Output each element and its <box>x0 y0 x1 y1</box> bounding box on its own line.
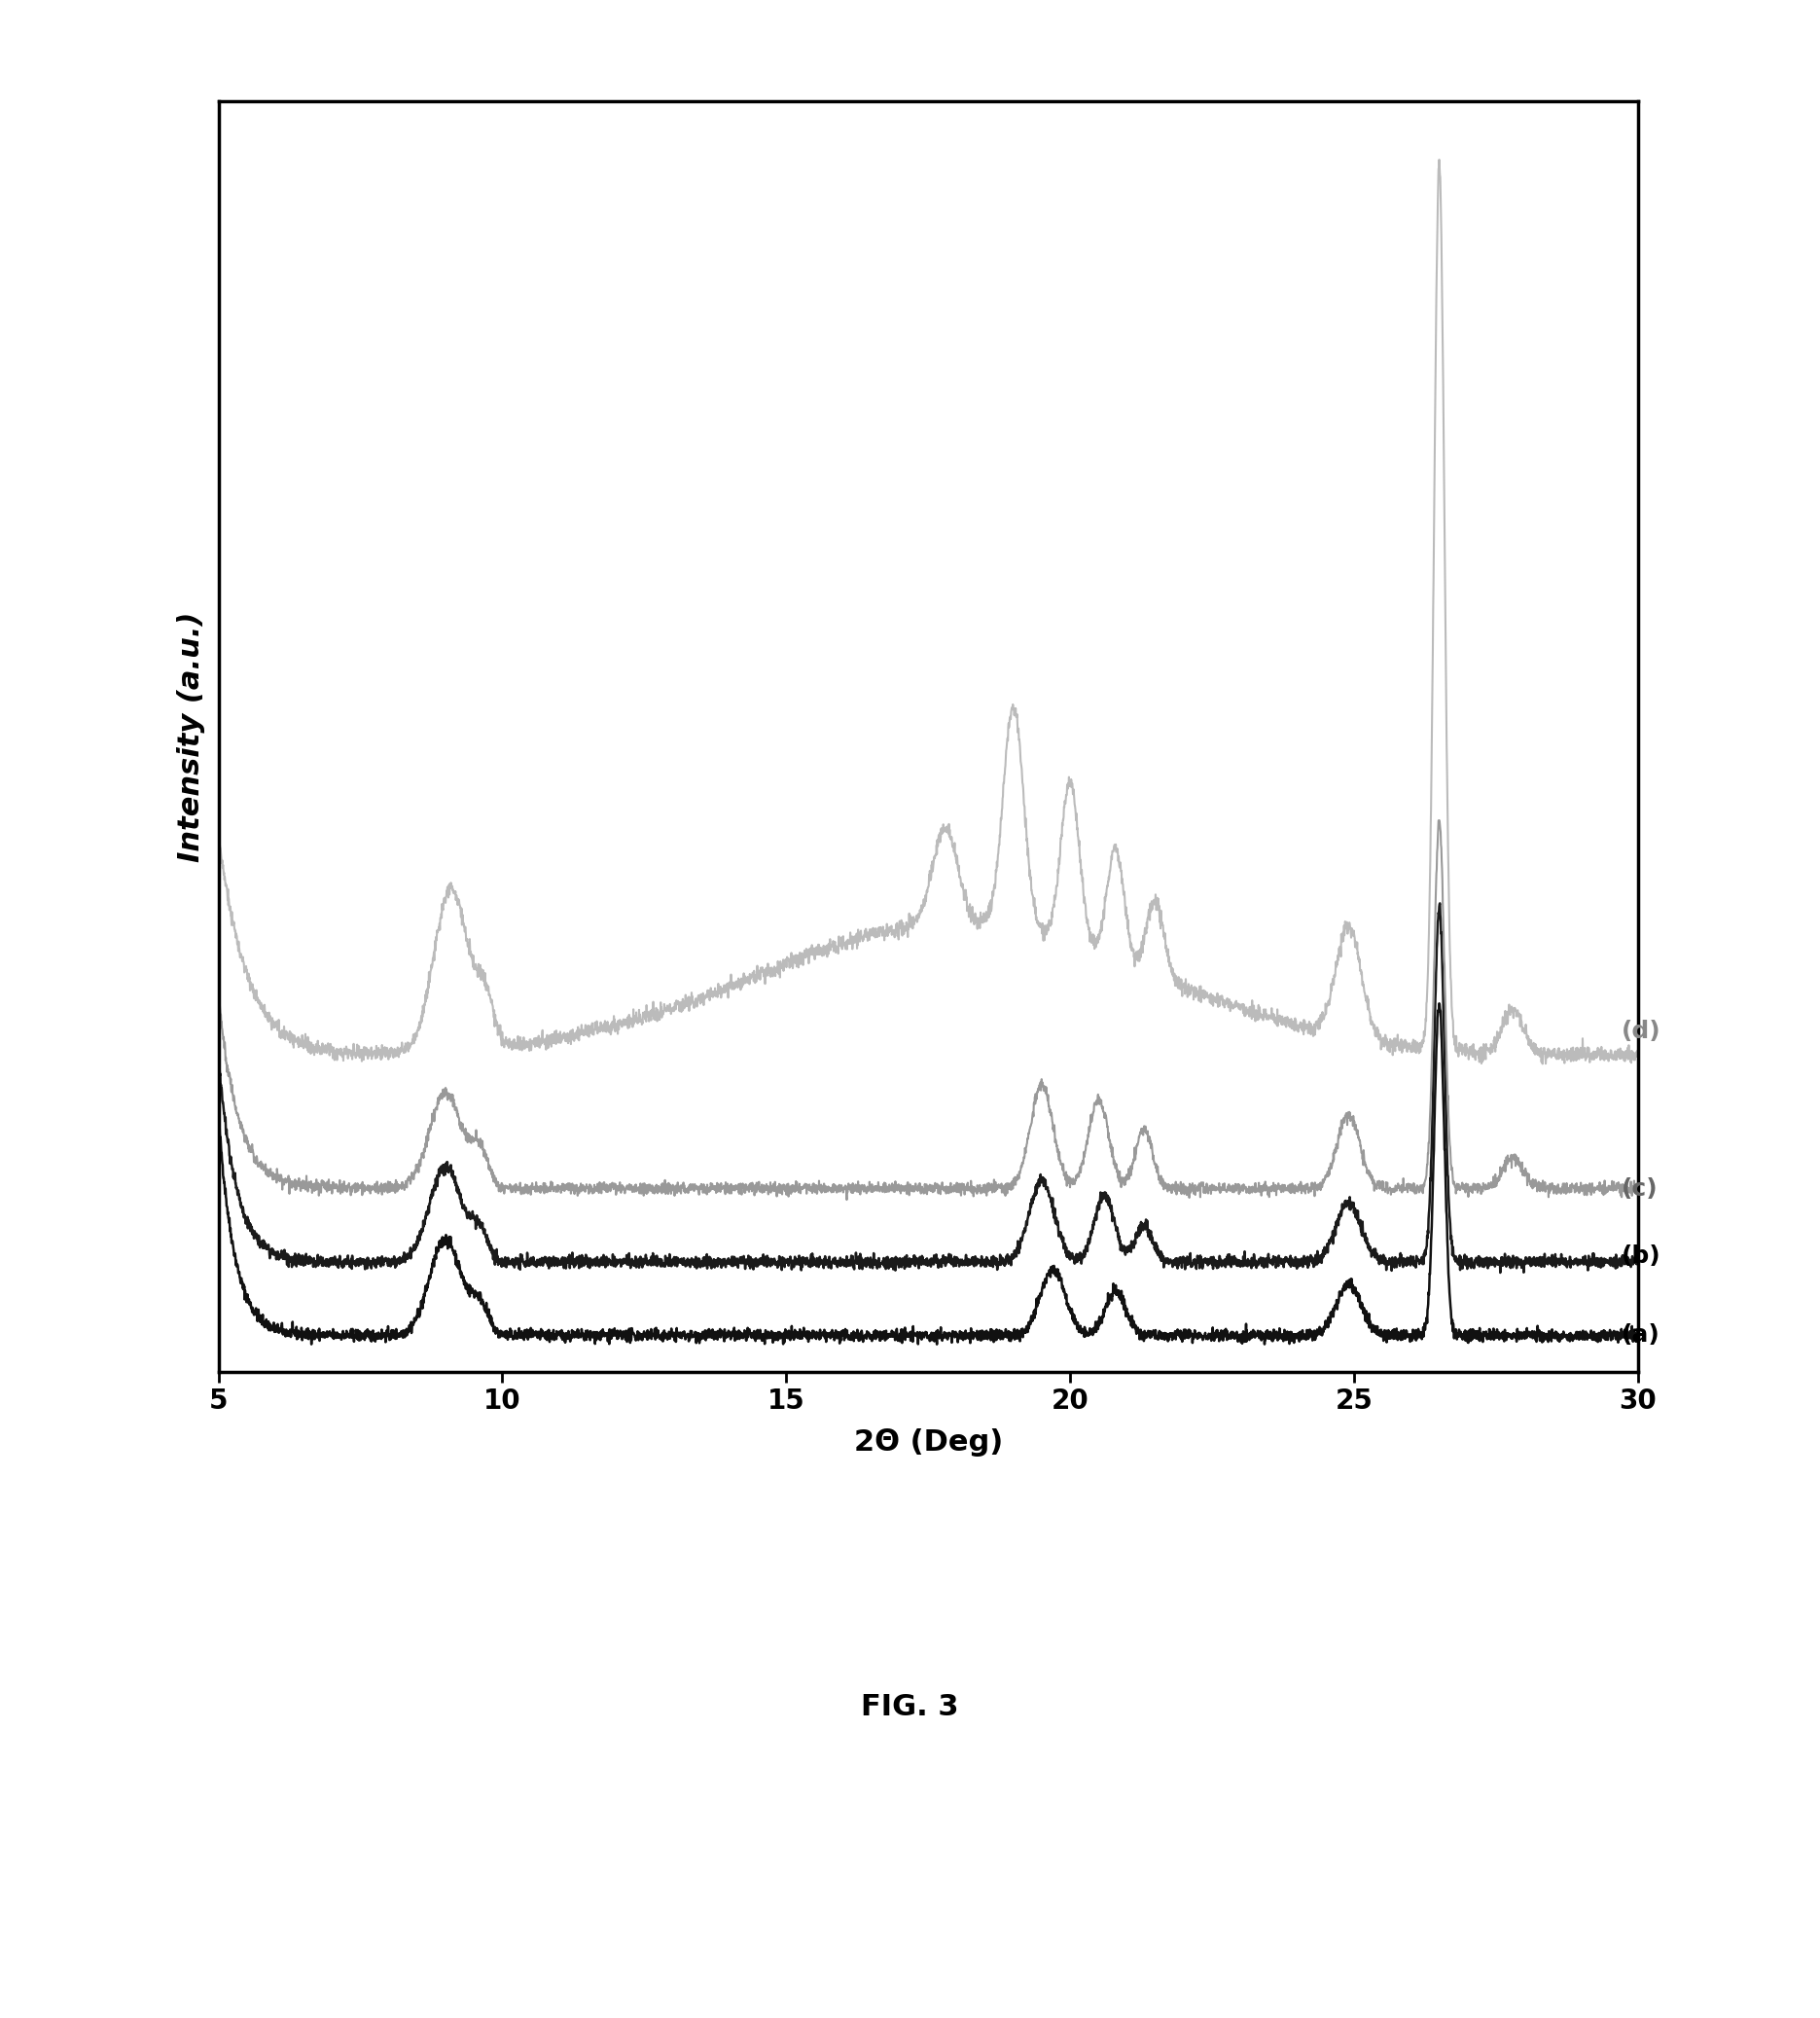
Text: (a): (a) <box>1622 1324 1660 1346</box>
X-axis label: 2Θ (Deg): 2Θ (Deg) <box>854 1429 1003 1457</box>
Text: (b): (b) <box>1622 1245 1660 1267</box>
Text: FIG. 3: FIG. 3 <box>861 1693 959 1721</box>
Y-axis label: Intensity (a.u.): Intensity (a.u.) <box>177 611 206 862</box>
Text: (c): (c) <box>1622 1176 1658 1201</box>
Text: (d): (d) <box>1622 1019 1660 1043</box>
